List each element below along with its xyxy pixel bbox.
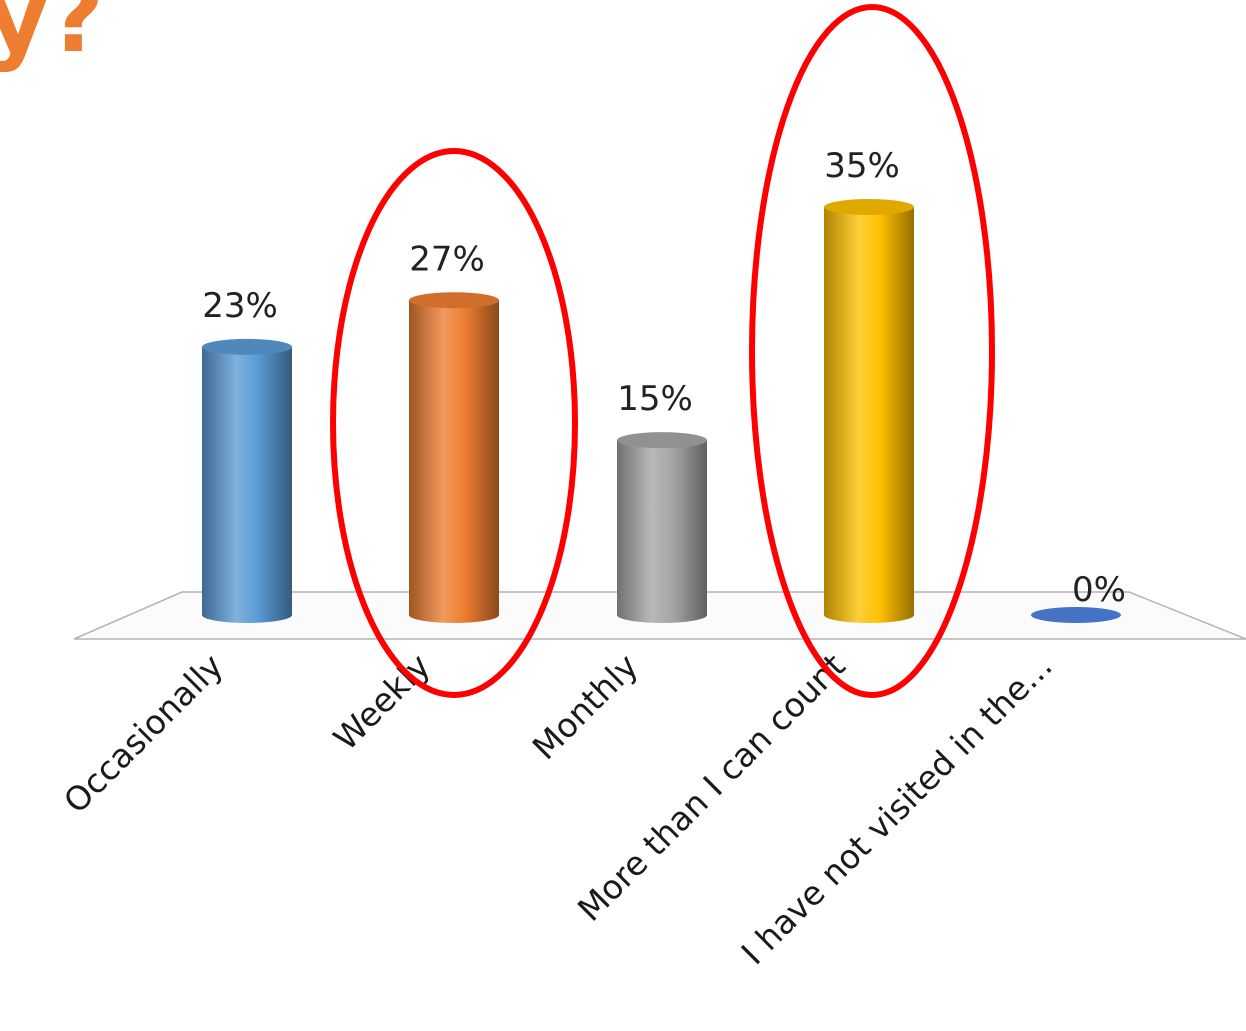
highlight-ellipse-0 (330, 148, 578, 698)
bar-value-label-0: 23% (202, 286, 278, 326)
bar-value-label-1: 27% (409, 239, 485, 279)
bar-value-label-2: 15% (617, 379, 693, 419)
bar-1 (409, 300, 499, 623)
bar-top-2 (617, 432, 707, 449)
bar-top-3 (824, 199, 914, 215)
bar-4 (1031, 607, 1121, 623)
category-label-1: Weekly (326, 646, 438, 758)
bar-top-1 (409, 292, 499, 309)
bar-value-label-4: 0% (1072, 570, 1126, 610)
bar-3 (824, 207, 914, 623)
bar-top-0 (202, 338, 292, 355)
bar-0 (202, 346, 292, 623)
bar-value-label-3: 35% (824, 146, 900, 186)
bar-2 (617, 440, 707, 623)
page-title-fragment: y? (0, 0, 105, 74)
category-label-0: Occasionally (56, 646, 231, 821)
highlight-ellipse-1 (749, 4, 995, 698)
category-label-2: Monthly (525, 646, 646, 767)
